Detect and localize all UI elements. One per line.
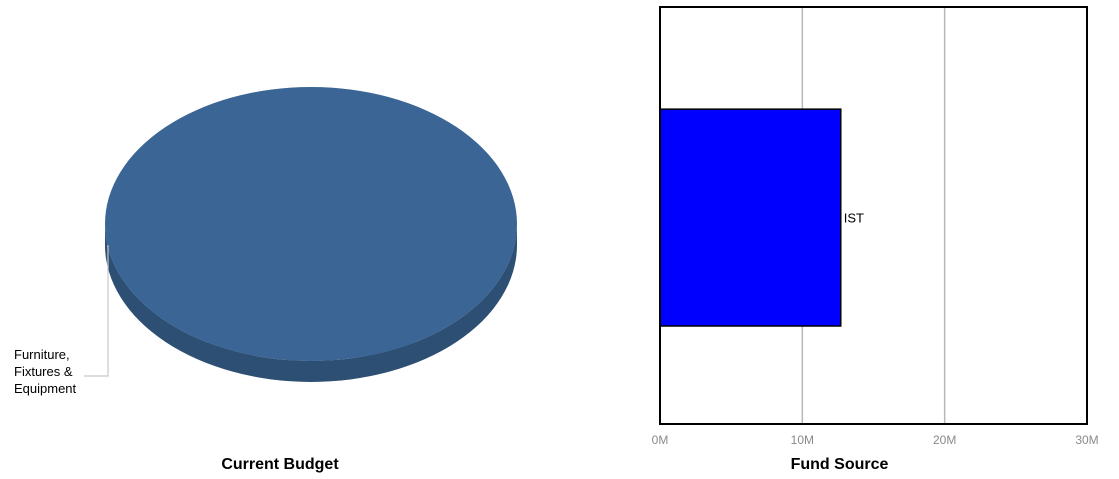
pie-chart-svg bbox=[84, 87, 517, 382]
slice-label-furniture-fixtures-equipment: Furniture, Fixtures & Equipment bbox=[14, 347, 77, 396]
x-tick-label: 10M bbox=[791, 433, 814, 447]
chart-title-fund-source: Fund Source bbox=[790, 456, 889, 473]
x-tick-label: 30M bbox=[1075, 433, 1098, 447]
bar-ist bbox=[659, 108, 842, 327]
pie-leader-line bbox=[84, 245, 109, 377]
chart-title-current-budget: Current Budget bbox=[221, 456, 339, 473]
bar-label-ist: IST bbox=[844, 211, 864, 226]
x-tick-label: 20M bbox=[933, 433, 956, 447]
bar-chart-svg: 0M 10M 20M 30M IST bbox=[652, 6, 1099, 447]
fund-source-chart: 0M 10M 20M 30M IST Fund Source bbox=[560, 0, 1119, 479]
pie-slice-furniture-fixtures-equipment bbox=[105, 87, 517, 361]
plot-frame bbox=[659, 6, 1088, 425]
current-budget-chart: Furniture, Fixtures & Equipment Current Bu… bbox=[14, 87, 517, 473]
x-tick-label: 0M bbox=[652, 433, 669, 447]
